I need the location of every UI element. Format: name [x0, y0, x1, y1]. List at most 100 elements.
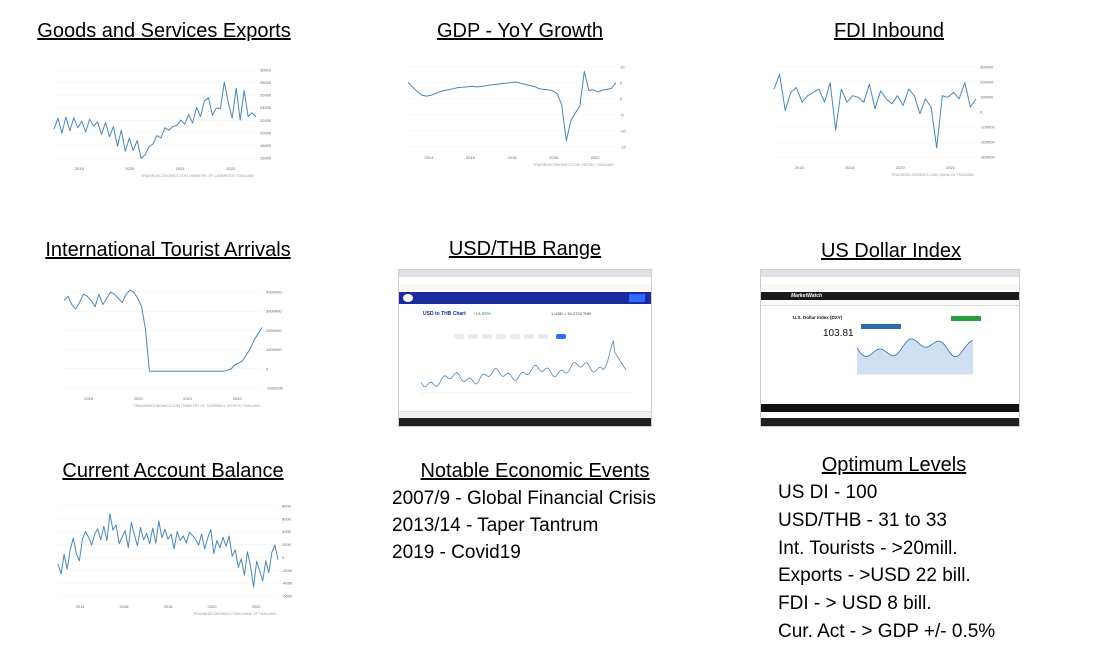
mw-ticker-bar [761, 404, 1019, 412]
y-tick-label: -15 [620, 145, 627, 150]
y-tick-label: 16000 [260, 156, 272, 161]
mw-instrument-name: U.S. Dollar Index (DXY) [793, 315, 843, 320]
browser-tab-bar [399, 270, 651, 277]
usdthb-title: USD/THB Range [448, 238, 602, 260]
x-tick-label: 2018 [845, 165, 855, 170]
xe-rate-line [420, 340, 627, 388]
source-label: TRADINGECONOMICS.COM | MINISTRY OF COMME… [141, 174, 254, 178]
x-tick-label: 2019 [75, 166, 85, 171]
y-tick-label: 0 [980, 110, 983, 115]
tourists-title: International Tourist Arrivals [45, 239, 291, 261]
y-tick-label: 18000 [260, 143, 272, 148]
y-tick-label: 3000000 [266, 309, 282, 314]
browser-bookmarks-bar [761, 284, 1019, 290]
mw-index-area [857, 338, 973, 374]
y-tick-label: 26000 [260, 93, 272, 98]
x-tick-label: 2020 [208, 604, 218, 609]
exports-chart-svg: 30000 28000 26000 24000 22000 20000 18000 16000… [53, 68, 272, 178]
xe-range-button [454, 334, 464, 339]
mw-top-bar: MarketWatch [761, 292, 1019, 300]
optimum-list: US DI - 100 USD/THB - 31 to 33 Int. Tour… [778, 479, 995, 646]
usdthb-screenshot: USD to THB Chart +14.65% 1 USD = 34.2703… [398, 269, 652, 427]
y-tick-label: 2000 [282, 542, 292, 547]
mw-subnav [761, 300, 1019, 306]
event-item: 2007/9 - Global Financial Crisis [392, 488, 657, 509]
fdi-title: FDI Inbound [833, 20, 945, 42]
y-tick-label: -100000 [980, 125, 995, 130]
x-tick-label: 2022 [233, 396, 243, 401]
fdi-chart: 300000 200000 100000 0 -100000 -200000 -300000… [766, 55, 1012, 187]
current-account-title: Current Account Balance [62, 460, 284, 482]
y-tick-label: -4000 [282, 581, 293, 586]
x-tick-label: 2018 [164, 604, 174, 609]
event-item: 2019 - Covid19 [392, 542, 521, 563]
tourists-chart: 4000000 3000000 2000000 1000000 0 -1000000 201… [56, 280, 292, 424]
xe-chart-svg [420, 334, 631, 394]
xe-register-button [629, 294, 645, 302]
optimum-item: Cur. Act - > GDP +/- 0.5% [778, 620, 996, 642]
x-tick-label: 2016 [120, 604, 130, 609]
gdp-chart-svg: 10 5 0 -5 -10 -15 2014 2016 2018 2020 2022 TRADINGE… [407, 65, 627, 167]
y-tick-label: 4000000 [266, 290, 282, 295]
y-tick-label: 5 [620, 81, 623, 86]
windows-taskbar [399, 418, 651, 426]
mw-logo: MarketWatch [791, 293, 823, 299]
xe-chart-headline: USD to THB Chart [423, 311, 466, 317]
x-tick-label: 2014 [424, 155, 434, 160]
optimum-title: Optimum Levels [821, 454, 967, 476]
xe-change: +14.65% [473, 311, 491, 316]
y-tick-label: 20000 [260, 130, 272, 135]
windows-taskbar [761, 418, 1019, 426]
optimum-item: FDI - > USD 8 bill. [778, 593, 932, 615]
y-tick-label: 24000 [260, 105, 272, 110]
current-account-chart-svg: 8000 6000 4000 2000 0 -2000 -4000 -6000 2014 2016… [57, 504, 293, 616]
browser-tab-bar [761, 270, 1019, 277]
x-tick-label: 2016 [795, 165, 805, 170]
y-tick-label: -2000 [282, 568, 293, 573]
series-line [63, 289, 263, 372]
y-tick-label: -10 [620, 129, 627, 134]
y-tick-label: 200000 [980, 80, 994, 85]
fdi-chart-svg: 300000 200000 100000 0 -100000 -200000 -300000… [773, 65, 995, 177]
x-tick-label: 2021 [176, 166, 186, 171]
browser-bookmarks-bar [399, 284, 651, 290]
y-tick-label: 0 [282, 555, 285, 560]
y-tick-label: 30000 [260, 68, 272, 73]
xe-range-button [482, 334, 492, 339]
mw-chart-svg [856, 316, 981, 375]
mw-advanced-chart-tab [861, 324, 901, 329]
y-tick-label: 0 [266, 366, 269, 371]
x-tick-label: 2022 [226, 166, 236, 171]
x-tick-label: 2022 [252, 604, 262, 609]
current-account-chart: 8000 6000 4000 2000 0 -2000 -4000 -6000 2014 2016… [50, 494, 294, 624]
event-item: 2013/14 - Taper Tantrum [392, 515, 599, 536]
xe-range-button [496, 334, 506, 339]
x-tick-label: 2019 [84, 396, 94, 401]
x-tick-label: 2018 [508, 155, 518, 160]
usdindex-screenshot: MarketWatch U.S. Dollar Index (DXY) 103.… [760, 269, 1020, 427]
x-tick-label: 2022 [946, 165, 956, 170]
gdp-title: GDP - YoY Growth [436, 20, 604, 42]
xe-rate: 1 USD = 34.2703 THB [551, 311, 591, 316]
y-tick-label: 8000 [282, 504, 292, 509]
x-tick-label: 2022 [591, 155, 601, 160]
series-line [407, 70, 617, 142]
x-tick-label: 2014 [76, 604, 86, 609]
x-tick-label: 2020 [896, 165, 906, 170]
exports-chart: 30000 28000 26000 24000 22000 20000 18000 16000… [46, 58, 284, 186]
optimum-item: Int. Tourists - >20mill. [778, 537, 958, 559]
gdp-chart: 10 5 0 -5 -10 -15 2014 2016 2018 2020 2022 TRADINGE… [400, 55, 640, 177]
optimum-item: USD/THB - 31 to 33 [778, 509, 947, 531]
y-tick-label: 2000000 [266, 328, 282, 333]
x-tick-label: 2021 [183, 396, 193, 401]
y-tick-label: 0 [620, 97, 623, 102]
y-tick-label: 10 [620, 65, 625, 70]
y-tick-label: -1000000 [266, 386, 284, 391]
x-tick-label: 2016 [466, 155, 476, 160]
y-tick-label: -300000 [980, 155, 995, 160]
xe-logo-icon [403, 294, 413, 302]
mw-ticker-values [761, 412, 1019, 418]
xe-nav-bar [399, 292, 651, 304]
xe-range-button [468, 334, 478, 339]
mw-index-line [856, 338, 974, 358]
